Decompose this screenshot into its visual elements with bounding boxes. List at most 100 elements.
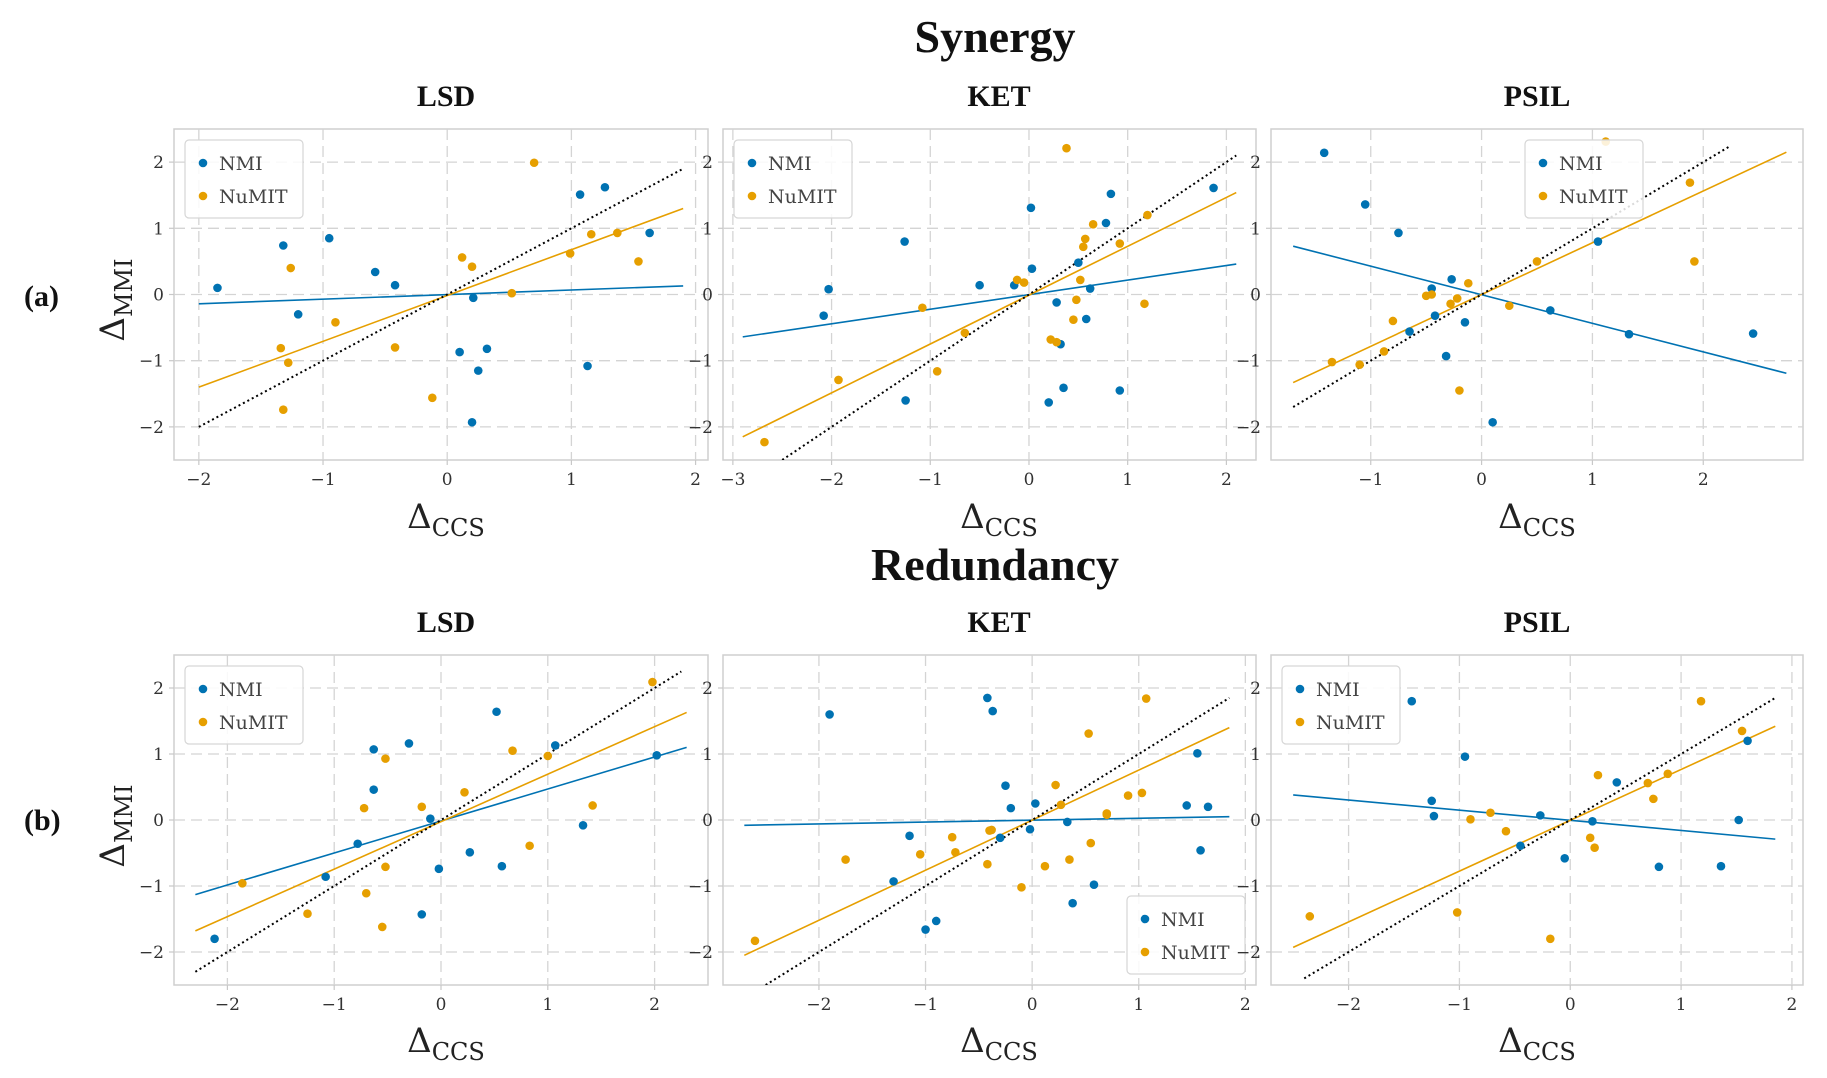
point-nmi bbox=[1447, 274, 1456, 284]
point-nmi bbox=[426, 814, 435, 823]
xlabel-redundancy-psil: ΔCCS bbox=[1498, 1021, 1576, 1066]
point-numit bbox=[1072, 295, 1081, 305]
xlabel-redundancy-lsd-main: Δ bbox=[407, 1021, 432, 1061]
x-tick-label: −1 bbox=[322, 995, 347, 1015]
point-numit bbox=[1078, 242, 1088, 252]
fit-line-numit bbox=[743, 726, 1230, 957]
point-nmi bbox=[1115, 386, 1125, 395]
point-numit bbox=[1593, 770, 1603, 780]
xlabel-redundancy-lsd: ΔCCS bbox=[407, 1021, 485, 1066]
point-nmi bbox=[1074, 258, 1083, 268]
x-tick-label: 2 bbox=[1787, 995, 1798, 1015]
point-numit bbox=[467, 262, 477, 271]
point-numit bbox=[915, 850, 925, 859]
fit-line-nmi bbox=[1293, 794, 1776, 840]
point-numit bbox=[1062, 143, 1071, 153]
fit-line-nmi bbox=[198, 285, 684, 305]
xlabel-synergy-ket-sub: CCS bbox=[985, 514, 1038, 542]
point-numit bbox=[1305, 912, 1315, 921]
panel-title-synergy-ket: KET bbox=[967, 80, 1030, 113]
y-tick-label: −1 bbox=[1236, 877, 1261, 897]
point-nmi bbox=[1405, 327, 1414, 336]
point-numit bbox=[303, 909, 312, 919]
point-numit bbox=[947, 832, 957, 842]
point-nmi bbox=[825, 710, 834, 719]
legend-label-numit: NuMIT bbox=[1559, 186, 1628, 208]
plot-area bbox=[743, 693, 1230, 985]
point-nmi bbox=[1006, 803, 1016, 813]
xlabel-redundancy-psil-main: Δ bbox=[1498, 1021, 1523, 1061]
panel-title-synergy-lsd: LSD bbox=[417, 80, 475, 113]
x-tick-label: 2 bbox=[690, 470, 701, 490]
y-tick-label: 2 bbox=[1250, 153, 1261, 173]
point-numit bbox=[1501, 826, 1511, 836]
point-nmi bbox=[1001, 781, 1010, 790]
panel-synergy-psil: −1 0 1 2 −2 −1 0 1 2 NMI NuMIT bbox=[1236, 128, 1804, 490]
x-tick-label: 0 bbox=[1027, 995, 1038, 1015]
legend-label-numit: NuMIT bbox=[1161, 942, 1230, 964]
identity-line bbox=[781, 154, 1237, 460]
ylabel-redundancy: ΔMMI bbox=[93, 784, 138, 867]
x-tick-label: −2 bbox=[819, 470, 844, 490]
point-numit bbox=[278, 405, 288, 414]
point-nmi bbox=[465, 848, 475, 857]
point-numit bbox=[1532, 257, 1542, 266]
point-nmi bbox=[1182, 801, 1192, 810]
point-numit bbox=[1051, 780, 1060, 790]
point-numit bbox=[381, 862, 390, 872]
point-nmi bbox=[583, 361, 592, 371]
row-title-synergy: Synergy bbox=[915, 11, 1076, 62]
y-tick-label: 0 bbox=[153, 811, 164, 831]
point-numit bbox=[960, 328, 970, 338]
panel-title-redundancy-ket: KET bbox=[967, 606, 1030, 639]
identity-line bbox=[1303, 697, 1776, 980]
point-nmi bbox=[905, 831, 914, 841]
x-tick-label: 1 bbox=[1587, 470, 1598, 490]
panel-redundancy-psil: −2 −1 0 1 2 −2 −1 0 1 2 NMI NuMIT bbox=[1236, 654, 1804, 1015]
point-nmi bbox=[1407, 696, 1417, 706]
legend-box bbox=[1281, 665, 1401, 745]
plot-area bbox=[1292, 137, 1787, 427]
point-nmi bbox=[931, 916, 941, 926]
y-tick-label: 0 bbox=[702, 811, 713, 831]
point-nmi bbox=[645, 228, 654, 238]
point-numit bbox=[276, 343, 286, 353]
point-numit bbox=[1123, 791, 1133, 800]
y-tick-label: 2 bbox=[153, 153, 164, 173]
xlabel-redundancy-ket-main: Δ bbox=[960, 1021, 985, 1061]
point-numit bbox=[648, 677, 657, 687]
x-tick-label: 1 bbox=[566, 470, 577, 490]
point-numit bbox=[1486, 808, 1495, 818]
legend-label-numit: NuMIT bbox=[768, 186, 837, 208]
y-tick-label: −1 bbox=[688, 352, 713, 372]
y-tick-label: 2 bbox=[153, 679, 164, 699]
point-nmi bbox=[1360, 200, 1370, 209]
point-nmi bbox=[1460, 752, 1470, 761]
legend-label-numit: NuMIT bbox=[219, 186, 288, 208]
x-tick-label: 0 bbox=[442, 470, 453, 490]
fit-line-numit bbox=[195, 711, 687, 932]
legend-marker-nmi bbox=[747, 158, 757, 168]
point-numit bbox=[1115, 239, 1125, 248]
point-nmi bbox=[1027, 264, 1037, 273]
point-nmi bbox=[575, 190, 585, 199]
point-numit bbox=[1696, 696, 1706, 706]
point-numit bbox=[634, 257, 643, 266]
point-nmi bbox=[1430, 311, 1440, 320]
point-nmi bbox=[369, 745, 379, 754]
point-nmi bbox=[455, 347, 464, 357]
point-numit bbox=[987, 825, 996, 835]
identity-line bbox=[765, 697, 1230, 985]
point-numit bbox=[1102, 809, 1112, 818]
point-nmi bbox=[467, 417, 477, 427]
x-tick-label: −1 bbox=[310, 470, 335, 490]
identity-line bbox=[194, 670, 682, 973]
point-nmi bbox=[1593, 237, 1603, 246]
y-tick-label: 2 bbox=[702, 679, 713, 699]
point-numit bbox=[507, 288, 517, 298]
point-nmi bbox=[1743, 736, 1752, 746]
point-numit bbox=[1056, 800, 1066, 810]
fit-line-numit bbox=[1292, 725, 1776, 949]
point-numit bbox=[1355, 360, 1364, 369]
